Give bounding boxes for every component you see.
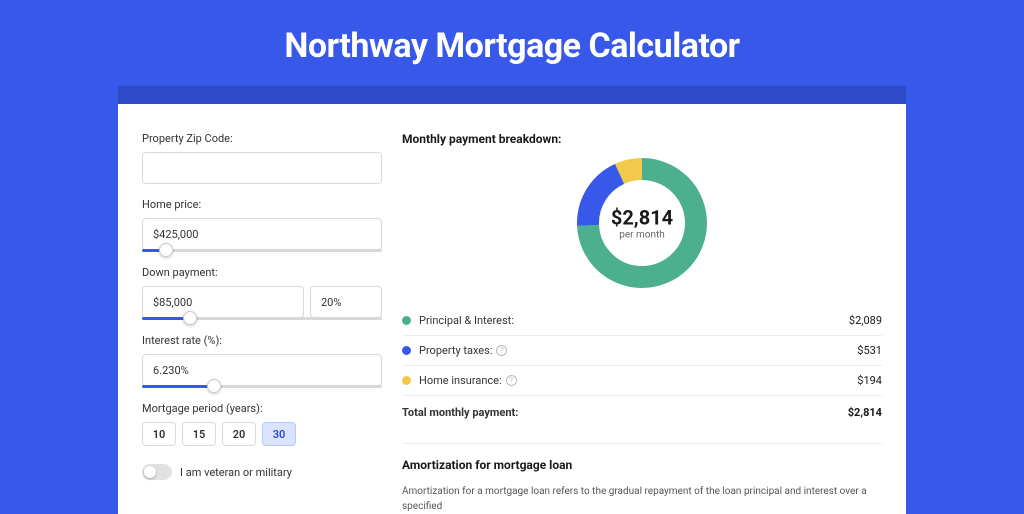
interest-rate-slider[interactable]	[142, 385, 382, 388]
breakdown-row: Home insurance:?$194	[402, 365, 882, 395]
page-title: Northway Mortgage Calculator	[0, 0, 1024, 86]
interest-rate-label: Interest rate (%):	[142, 334, 382, 347]
form-column: Property Zip Code: Home price: Down paym…	[142, 132, 382, 514]
veteran-toggle-label: I am veteran or military	[180, 466, 292, 479]
zip-label: Property Zip Code:	[142, 132, 382, 145]
home-price-input[interactable]	[142, 218, 382, 250]
amortization-body: Amortization for a mortgage loan refers …	[402, 484, 882, 514]
amortization-title: Amortization for mortgage loan	[402, 458, 882, 472]
breakdown-row: Principal & Interest:$2,089	[402, 306, 882, 335]
breakdown-value: $531	[857, 344, 882, 357]
breakdown-value: $194	[857, 374, 882, 387]
period-label: Mortgage period (years):	[142, 402, 382, 415]
total-value: $2,814	[848, 406, 882, 419]
zip-field-group: Property Zip Code:	[142, 132, 382, 184]
interest-rate-field-group: Interest rate (%):	[142, 334, 382, 388]
donut-center-amount: $2,814	[611, 206, 673, 230]
veteran-toggle-row: I am veteran or military	[142, 464, 382, 480]
breakdown-label: Principal & Interest:	[419, 314, 849, 327]
breakdown-value: $2,089	[849, 314, 882, 327]
zip-input[interactable]	[142, 152, 382, 184]
legend-dot	[402, 346, 411, 355]
veteran-toggle-knob	[144, 466, 156, 478]
legend-dot	[402, 316, 411, 325]
legend-dot	[402, 376, 411, 385]
info-icon[interactable]: ?	[496, 345, 507, 356]
down-payment-slider-thumb[interactable]	[183, 311, 197, 325]
down-payment-slider[interactable]	[142, 317, 382, 320]
down-payment-amount-input[interactable]	[142, 286, 304, 318]
home-price-slider[interactable]	[142, 249, 382, 252]
interest-rate-input[interactable]	[142, 354, 382, 386]
period-field-group: Mortgage period (years): 10152030	[142, 402, 382, 446]
period-button-10[interactable]: 10	[142, 422, 176, 446]
card-header-bar	[118, 86, 906, 104]
period-button-30[interactable]: 30	[262, 422, 296, 446]
home-price-label: Home price:	[142, 198, 382, 211]
total-row: Total monthly payment: $2,814	[402, 395, 882, 429]
total-label: Total monthly payment:	[402, 406, 848, 419]
down-payment-label: Down payment:	[142, 266, 382, 279]
breakdown-title: Monthly payment breakdown:	[402, 132, 882, 146]
down-payment-field-group: Down payment:	[142, 266, 382, 320]
donut-center-sub: per month	[611, 230, 673, 241]
veteran-toggle[interactable]	[142, 464, 172, 480]
breakdown-label: Home insurance:?	[419, 374, 857, 387]
interest-rate-slider-thumb[interactable]	[207, 379, 221, 393]
period-button-15[interactable]: 15	[182, 422, 216, 446]
donut-chart: $2,814 per month	[402, 158, 882, 288]
home-price-field-group: Home price:	[142, 198, 382, 252]
breakdown-label: Property taxes:?	[419, 344, 857, 357]
down-payment-percent-input[interactable]	[310, 286, 382, 318]
period-button-20[interactable]: 20	[222, 422, 256, 446]
amortization-block: Amortization for mortgage loan Amortizat…	[402, 443, 882, 514]
home-price-slider-thumb[interactable]	[159, 243, 173, 257]
calculator-card: Property Zip Code: Home price: Down paym…	[118, 104, 906, 514]
breakdown-row: Property taxes:?$531	[402, 335, 882, 365]
breakdown-column: Monthly payment breakdown: $2,814 per mo…	[402, 132, 882, 514]
info-icon[interactable]: ?	[506, 375, 517, 386]
